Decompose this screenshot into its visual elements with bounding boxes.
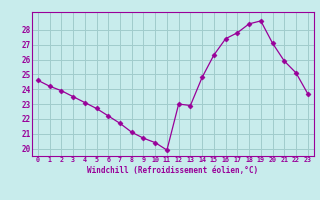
X-axis label: Windchill (Refroidissement éolien,°C): Windchill (Refroidissement éolien,°C) — [87, 166, 258, 175]
